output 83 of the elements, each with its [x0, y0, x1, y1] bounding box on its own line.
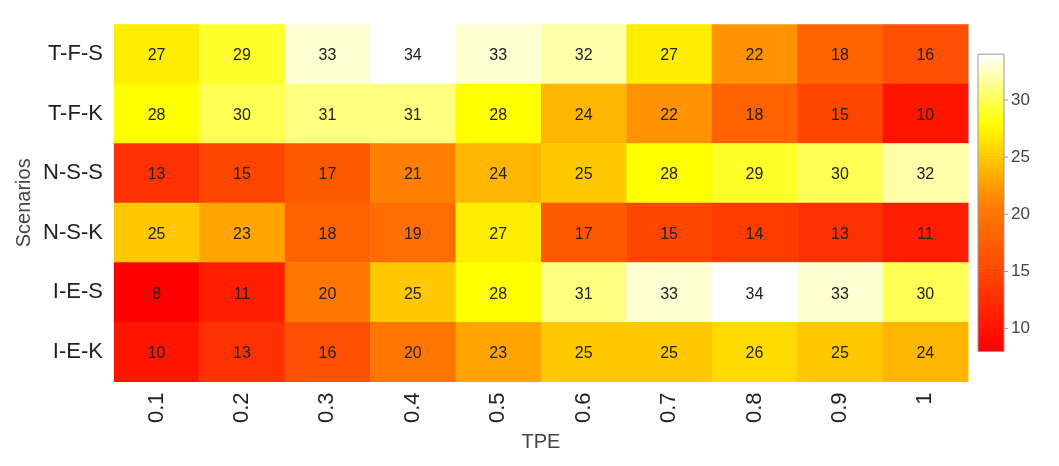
data-label: 20: [403, 344, 422, 362]
data-label: 11: [233, 284, 251, 302]
data-label: 28: [489, 284, 508, 302]
x-tick-label: 0.9: [825, 392, 851, 424]
data-label: 24: [489, 165, 508, 183]
data-label: 15: [233, 165, 251, 183]
data-label: 34: [745, 284, 764, 302]
x-tick-label: 0.8: [740, 392, 766, 424]
data-label: 23: [233, 224, 251, 242]
data-label: 33: [830, 284, 849, 302]
data-label: 29: [233, 46, 251, 64]
data-label: 32: [916, 165, 935, 183]
data-label: 31: [574, 284, 593, 302]
x-tick-label: 1: [911, 392, 937, 405]
data-label: 24: [916, 344, 935, 362]
x-tick-label: 0.2: [228, 392, 254, 424]
color-bar-label: 20: [1011, 203, 1030, 223]
x-tick-label: 0.6: [569, 392, 595, 424]
data-label: 8: [152, 284, 162, 302]
data-label: 27: [660, 46, 679, 64]
x-tick-label: 0.3: [313, 392, 339, 424]
color-bar-label: 30: [1011, 89, 1030, 109]
y-tick-label: I-E-K: [52, 337, 104, 363]
data-label: 17: [574, 224, 593, 242]
data-label: 30: [830, 165, 849, 183]
y-tick-label: T-F-K: [47, 99, 104, 125]
data-label: 10: [916, 105, 935, 123]
data-label: 11: [916, 224, 934, 242]
data-label: 29: [745, 165, 764, 183]
data-label: 30: [233, 105, 251, 123]
x-tick-label: 0.5: [484, 392, 510, 424]
data-label: 25: [574, 344, 593, 362]
data-label: 27: [147, 46, 166, 64]
data-label: 25: [574, 165, 593, 183]
color-bar-label: 15: [1011, 261, 1030, 281]
x-tick-label: 0.4: [398, 392, 424, 424]
data-label: 13: [233, 344, 251, 362]
data-label: 25: [403, 284, 422, 302]
x-tick-label: 0.7: [655, 392, 681, 424]
data-label: 26: [745, 344, 764, 362]
x-axis-title: TPE: [521, 429, 561, 452]
data-label: 19: [403, 224, 422, 242]
data-label: 17: [318, 165, 337, 183]
data-label: 32: [574, 46, 593, 64]
data-label: 18: [318, 224, 337, 242]
data-label: 33: [318, 46, 337, 64]
data-label: 28: [489, 105, 508, 123]
x-tick-label: 0.1: [142, 392, 168, 424]
data-label: 16: [916, 46, 935, 64]
data-label: 31: [403, 105, 422, 123]
data-label: 31: [318, 105, 337, 123]
data-label: 28: [147, 105, 166, 123]
data-label: 21: [403, 165, 422, 183]
data-label: 13: [830, 224, 849, 242]
y-tick-label: N-S-S: [43, 159, 103, 185]
y-tick-label: I-E-S: [52, 278, 103, 304]
data-label: 34: [403, 46, 422, 64]
data-label: 22: [660, 105, 679, 123]
data-label: 15: [830, 105, 849, 123]
data-label: 25: [147, 224, 166, 242]
data-label: 28: [660, 165, 679, 183]
y-axis-title: Scenarios: [11, 158, 34, 248]
color-bar-label: 10: [1011, 318, 1030, 338]
data-label: 30: [916, 284, 935, 302]
data-label: 18: [830, 46, 849, 64]
y-tick-label: T-F-S: [47, 40, 103, 66]
color-bar-label: 25: [1011, 146, 1030, 166]
data-label: 20: [318, 284, 337, 302]
data-label: 25: [830, 344, 849, 362]
data-label: 13: [147, 165, 166, 183]
data-label: 27: [489, 224, 508, 242]
data-label: 33: [489, 46, 508, 64]
data-label: 24: [574, 105, 593, 123]
data-label: 25: [660, 344, 679, 362]
y-tick-label: N-S-K: [43, 218, 104, 244]
data-label: 16: [318, 344, 337, 362]
data-label: 14: [745, 224, 764, 242]
data-label: 10: [147, 344, 166, 362]
data-label: 22: [745, 46, 764, 64]
data-label: 23: [489, 344, 508, 362]
data-label: 15: [660, 224, 679, 242]
data-label: 18: [745, 105, 764, 123]
data-label: 33: [660, 284, 679, 302]
